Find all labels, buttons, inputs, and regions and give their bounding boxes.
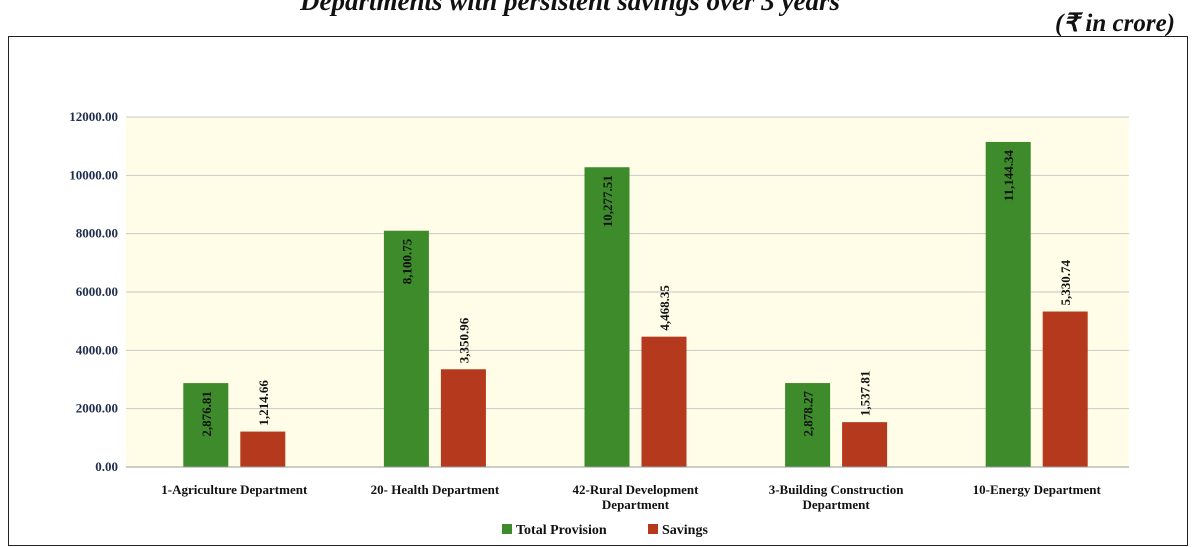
data-label: 5,330.74	[1058, 260, 1073, 306]
legend-swatch	[648, 524, 658, 534]
x-category-label: 20- Health Department	[371, 482, 500, 497]
bar-chart: 0.00 2000.00 4000.00 6000.00 8000.00 10000.00…	[69, 109, 1129, 538]
bar-savings	[641, 336, 687, 467]
data-label: 11,144.34	[1001, 149, 1016, 201]
bar-total-provision	[985, 141, 1031, 467]
data-label: 10,277.51	[600, 175, 615, 227]
legend-label: Savings	[662, 523, 708, 538]
chart-heading-partial: Departments with persistent savings over…	[300, 0, 841, 16]
bar-savings	[240, 431, 286, 467]
chart-frame: 0.00 2000.00 4000.00 6000.00 8000.00 10000.00…	[8, 36, 1188, 546]
x-category-label: Department	[602, 497, 670, 512]
data-label: 2,878.27	[801, 391, 816, 437]
bar-savings	[842, 422, 888, 467]
bar-total-provision	[584, 167, 630, 467]
bar-total-provision	[785, 383, 831, 467]
legend-label: Total Provision	[516, 523, 607, 538]
bar-savings	[1042, 311, 1088, 467]
legend-swatch	[502, 524, 512, 534]
data-label: 8,100.75	[399, 238, 414, 284]
data-label: 1,537.81	[858, 371, 873, 417]
y-tick-label: 10000.00	[69, 167, 118, 182]
y-tick-label: 6000.00	[76, 284, 118, 299]
x-category-label: 1-Agriculture Department	[161, 482, 308, 497]
bar-total-provision	[183, 383, 229, 467]
x-category-label: 3-Building Construction	[769, 482, 904, 497]
x-category-label: 10-Energy Department	[973, 482, 1102, 497]
data-label: 4,468.35	[657, 285, 672, 331]
y-tick-label: 8000.00	[76, 226, 118, 241]
y-tick-label: 4000.00	[76, 342, 118, 357]
y-tick-label: 2000.00	[76, 401, 118, 416]
bar-savings	[440, 369, 486, 467]
unit-note: (₹ in crore)	[1054, 10, 1175, 37]
x-category-label: 42-Rural Development	[572, 482, 699, 497]
bar-total-provision	[383, 230, 429, 467]
y-tick-label: 12000.00	[69, 109, 118, 124]
data-label: 2,876.81	[199, 391, 214, 437]
data-label: 3,350.96	[456, 317, 471, 363]
data-label: 1,214.66	[256, 380, 271, 426]
y-tick-label: 0.00	[95, 459, 118, 474]
x-category-label: Department	[803, 497, 871, 512]
